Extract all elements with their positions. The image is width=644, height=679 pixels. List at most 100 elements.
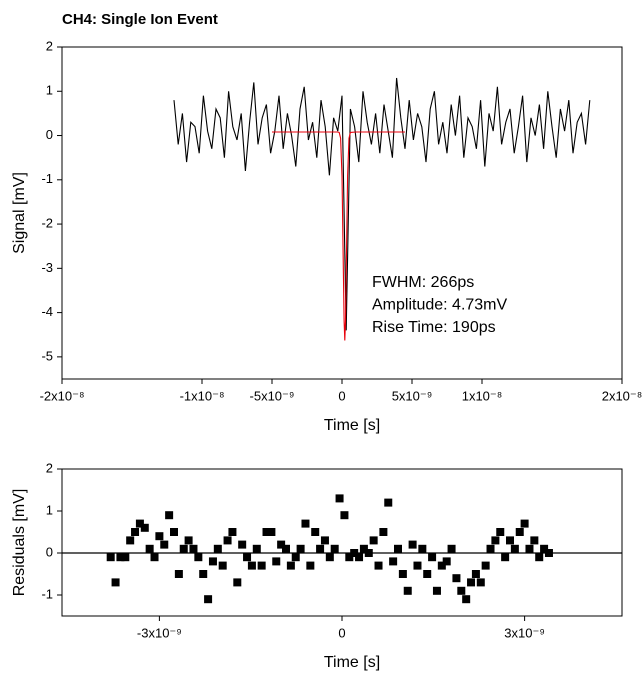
data-point <box>145 544 154 553</box>
data-point <box>384 498 393 507</box>
data-point <box>267 528 276 536</box>
data-point <box>394 544 402 553</box>
data-point <box>350 549 359 557</box>
chart-title: CH4: Single Ion Event <box>62 11 218 28</box>
data-point <box>106 553 115 562</box>
data-point <box>462 595 471 604</box>
data-point <box>467 578 476 587</box>
data-point <box>525 544 534 553</box>
x-tick-label: 1x10⁻⁸ <box>462 388 503 403</box>
data-point <box>481 561 490 570</box>
data-point <box>506 536 514 545</box>
data-point <box>257 561 266 570</box>
data-point <box>286 561 295 570</box>
data-point <box>194 553 203 562</box>
x-axis-label: Time [s] <box>324 417 380 434</box>
data-point <box>540 544 549 553</box>
data-point <box>335 494 344 503</box>
y-axis-label: Signal [mV] <box>11 172 28 254</box>
data-point <box>174 570 183 578</box>
data-point <box>515 528 524 536</box>
y-axis-label: Residuals [mV] <box>11 489 28 597</box>
data-point <box>228 528 237 536</box>
data-point <box>369 536 378 545</box>
data-point <box>277 540 286 549</box>
data-point <box>437 561 446 570</box>
y-tick-label: -1 <box>41 171 53 186</box>
data-line <box>173 77 591 331</box>
data-point <box>457 586 466 595</box>
data-point <box>155 532 164 541</box>
annotation: Amplitude: 4.73mV <box>372 297 508 314</box>
data-point <box>165 511 174 520</box>
data-point <box>452 574 461 583</box>
data-point <box>213 544 222 553</box>
data-point <box>301 519 310 528</box>
data-point <box>379 528 388 536</box>
data-point <box>501 553 510 562</box>
data-point <box>311 528 320 536</box>
data-point <box>247 561 256 570</box>
x-tick-label: -3x10⁻⁹ <box>137 625 182 640</box>
data-point <box>140 523 149 532</box>
data-point <box>238 540 247 549</box>
data-point <box>184 536 193 545</box>
y-tick-label: 1 <box>46 83 53 98</box>
y-tick-label: -1 <box>41 586 53 601</box>
y-tick-label: -5 <box>41 348 53 363</box>
data-point <box>131 528 140 536</box>
x-tick-label: -2x10⁻⁸ <box>40 388 85 403</box>
data-point <box>160 540 169 549</box>
data-point <box>486 544 495 553</box>
data-point <box>510 544 519 553</box>
x-tick-label: -5x10⁻⁹ <box>250 388 295 403</box>
data-point <box>423 570 432 578</box>
x-tick-label: 5x10⁻⁹ <box>392 388 433 403</box>
data-point <box>491 536 500 545</box>
data-point <box>306 561 315 570</box>
data-point <box>189 544 198 553</box>
data-point <box>208 557 217 566</box>
x-tick-label: 0 <box>338 625 345 640</box>
x-tick-label: 2x10⁻⁸ <box>602 388 643 403</box>
data-point <box>345 553 354 562</box>
data-point <box>428 553 437 562</box>
data-point <box>442 557 451 566</box>
data-point <box>530 536 539 545</box>
x-tick-label: 3x10⁻⁹ <box>504 625 545 640</box>
x-axis-label: Time [s] <box>324 654 380 671</box>
data-point <box>282 544 290 553</box>
data-point <box>243 553 252 562</box>
data-line <box>272 131 405 341</box>
data-point <box>355 553 364 562</box>
data-point <box>408 540 417 549</box>
data-point <box>291 553 300 562</box>
x-tick-label: -1x10⁻⁸ <box>180 388 225 403</box>
data-point <box>544 549 553 557</box>
data-point <box>135 519 144 528</box>
x-tick-label: 0 <box>338 388 345 403</box>
data-point <box>520 519 529 528</box>
data-point <box>111 578 120 587</box>
data-point <box>179 544 188 553</box>
data-point <box>364 549 373 557</box>
data-point <box>447 544 456 553</box>
data-point <box>223 536 232 545</box>
annotation: FWHM: 266ps <box>372 274 474 291</box>
data-point <box>330 544 339 553</box>
data-point <box>432 586 441 595</box>
data-point <box>252 544 261 553</box>
data-point <box>272 557 281 566</box>
data-point <box>204 595 213 604</box>
data-point <box>325 553 334 562</box>
data-point <box>398 570 407 578</box>
data-point <box>233 578 242 587</box>
y-tick-label: 0 <box>46 544 53 559</box>
data-point <box>496 528 505 536</box>
data-point <box>403 586 412 595</box>
data-point <box>121 553 130 562</box>
data-point <box>199 570 208 578</box>
y-tick-label: 2 <box>46 460 53 475</box>
data-point <box>170 528 178 536</box>
data-point <box>389 557 398 566</box>
